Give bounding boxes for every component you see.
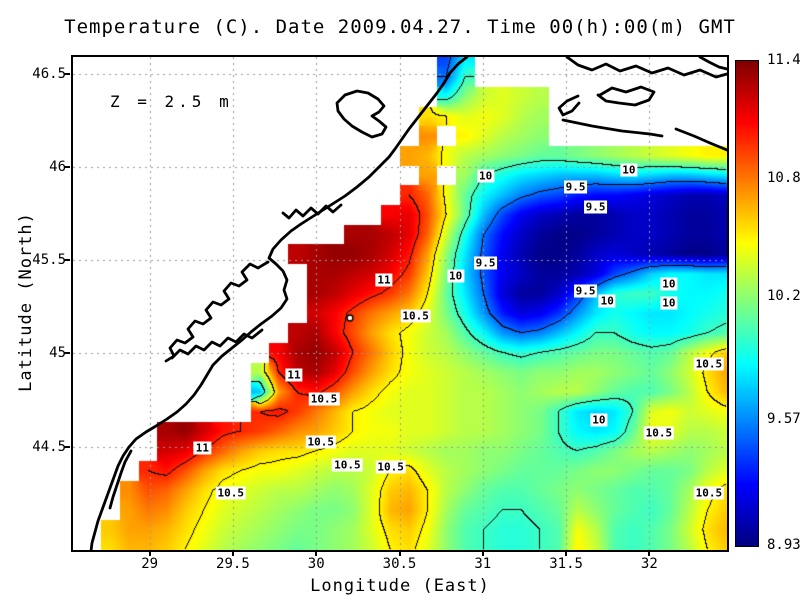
contour-label: 10.5 xyxy=(215,486,246,500)
contour-label: 9.5 xyxy=(473,256,498,270)
colorbar xyxy=(735,60,759,547)
contour-label: 10 xyxy=(598,294,616,308)
y-tick-label: 44.5 xyxy=(32,438,66,455)
contour-label: 10.5 xyxy=(375,460,406,473)
x-tick-label: 30 xyxy=(307,556,325,572)
contour-label: 10.5 xyxy=(332,458,363,472)
contour-label: 10.5 xyxy=(400,309,431,323)
contour-label: 10 xyxy=(660,296,678,309)
y-tick-mark xyxy=(64,259,70,262)
colorbar-tick-label: 10.2 xyxy=(767,287,800,304)
chart-title: Temperature (C). Date 2009.04.27. Time 0… xyxy=(64,16,736,38)
contour-label: 10.5 xyxy=(305,435,336,449)
y-tick-mark xyxy=(64,352,70,355)
x-tick-mark xyxy=(481,550,484,556)
x-tick-mark xyxy=(315,550,318,556)
contour-label: 11 xyxy=(193,441,212,455)
y-tick-mark xyxy=(64,165,70,168)
colorbar-tick-label: 9.57 xyxy=(767,411,800,428)
y-axis-title: Latitude (North) xyxy=(16,212,36,392)
contour-label: 9.5 xyxy=(563,180,588,194)
contour-label: 10 xyxy=(590,413,608,427)
x-tick-mark xyxy=(565,550,568,556)
y-tick-mark xyxy=(64,72,70,75)
x-tick-mark xyxy=(648,550,651,556)
colorbar-tick-label: 11.4 xyxy=(767,52,800,68)
x-tick-label: 29.5 xyxy=(216,556,250,572)
x-tick-label: 31 xyxy=(474,556,492,572)
contour-label: 11 xyxy=(375,273,393,287)
depth-annotation: Z = 2.5 m xyxy=(110,92,233,111)
contour-label: 9.5 xyxy=(573,284,598,298)
y-tick-mark xyxy=(64,445,70,448)
contour-label: 10 xyxy=(476,169,495,183)
contour-label: 10.5 xyxy=(693,486,725,500)
y-tick-label: 46 xyxy=(49,158,66,175)
colorbar-tick-label: 10.8 xyxy=(767,169,800,186)
colorbar-gradient xyxy=(736,61,758,546)
temperature-field-canvas xyxy=(72,56,727,550)
y-tick-label: 46.5 xyxy=(32,65,66,82)
y-tick-label: 45.5 xyxy=(32,252,66,269)
x-tick-label: 29 xyxy=(141,556,159,572)
contour-label: 9.5 xyxy=(583,200,608,214)
x-tick-mark xyxy=(148,550,151,556)
x-tick-label: 30.5 xyxy=(382,556,417,572)
contour-label: 10.5 xyxy=(643,426,675,440)
x-tick-mark xyxy=(398,550,401,556)
y-tick-label: 45 xyxy=(49,345,66,362)
contour-label: 10 xyxy=(660,277,678,291)
x-tick-label: 32 xyxy=(640,556,658,572)
contour-label: 10.5 xyxy=(308,392,340,406)
contour-label: 11 xyxy=(285,368,303,382)
x-axis-title: Longitude (East) xyxy=(310,576,490,596)
contour-label: 10 xyxy=(447,269,465,283)
plot-area: 10 10 9.5 9.5 9.5 10 9.5 10 10 10 11 10.5 11 10.5 10.5… xyxy=(70,54,729,552)
x-tick-mark xyxy=(231,550,234,556)
colorbar-tick-label: 8.93 xyxy=(767,537,800,553)
x-tick-label: 31.5 xyxy=(549,556,583,572)
contour-label: 10 xyxy=(620,163,638,177)
contour-label: 10.5 xyxy=(693,357,725,371)
